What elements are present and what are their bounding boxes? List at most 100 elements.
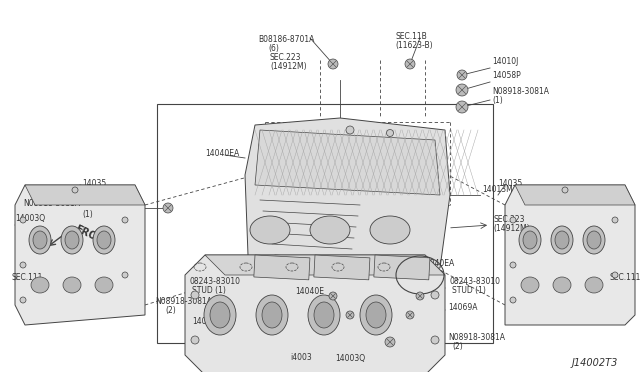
Polygon shape xyxy=(255,130,440,195)
Ellipse shape xyxy=(314,302,334,328)
Circle shape xyxy=(20,217,26,223)
Polygon shape xyxy=(185,255,445,372)
Circle shape xyxy=(20,297,26,303)
Text: 08243-83010: 08243-83010 xyxy=(190,278,241,286)
Ellipse shape xyxy=(93,226,115,254)
Text: (14912M): (14912M) xyxy=(270,62,307,71)
Bar xyxy=(374,255,430,280)
Circle shape xyxy=(329,292,337,300)
Ellipse shape xyxy=(250,216,290,244)
Circle shape xyxy=(510,297,516,303)
Text: (1): (1) xyxy=(83,209,93,218)
Circle shape xyxy=(346,311,354,319)
Ellipse shape xyxy=(360,295,392,335)
Ellipse shape xyxy=(29,226,51,254)
Text: 14035: 14035 xyxy=(498,179,522,187)
Text: 14040E: 14040E xyxy=(295,288,324,296)
Circle shape xyxy=(20,262,26,268)
Text: N08918-3081A: N08918-3081A xyxy=(492,87,549,96)
Ellipse shape xyxy=(204,295,236,335)
Ellipse shape xyxy=(95,277,113,293)
Text: 14035: 14035 xyxy=(82,179,106,187)
Text: 14003Q: 14003Q xyxy=(335,353,365,362)
Circle shape xyxy=(612,217,618,223)
Text: STUD (1): STUD (1) xyxy=(192,286,226,295)
Ellipse shape xyxy=(551,226,573,254)
Ellipse shape xyxy=(61,226,83,254)
Text: (11623-B): (11623-B) xyxy=(395,41,433,50)
Text: 14013M: 14013M xyxy=(482,186,513,195)
Text: STUD (1): STUD (1) xyxy=(452,286,486,295)
Polygon shape xyxy=(515,185,635,205)
Ellipse shape xyxy=(366,302,386,328)
Text: 14069A: 14069A xyxy=(192,317,221,327)
Circle shape xyxy=(431,336,439,344)
Bar xyxy=(157,104,493,343)
Bar xyxy=(254,255,310,280)
Circle shape xyxy=(406,311,414,319)
Text: SEC.111: SEC.111 xyxy=(610,273,640,282)
Text: 08243-83010: 08243-83010 xyxy=(450,278,501,286)
Ellipse shape xyxy=(555,231,569,249)
Text: 14003Q: 14003Q xyxy=(15,214,45,222)
Text: 14040EA: 14040EA xyxy=(420,260,454,269)
Circle shape xyxy=(510,262,516,268)
Circle shape xyxy=(612,272,618,278)
Circle shape xyxy=(328,59,338,69)
Circle shape xyxy=(122,272,128,278)
Circle shape xyxy=(122,217,128,223)
Circle shape xyxy=(416,292,424,300)
Circle shape xyxy=(191,336,199,344)
Polygon shape xyxy=(25,185,145,205)
Text: (1): (1) xyxy=(492,96,503,106)
Polygon shape xyxy=(205,255,445,275)
Ellipse shape xyxy=(210,302,230,328)
Text: FRONT: FRONT xyxy=(73,224,111,249)
Ellipse shape xyxy=(308,295,340,335)
Ellipse shape xyxy=(583,226,605,254)
Text: 14058P: 14058P xyxy=(492,71,521,80)
Circle shape xyxy=(346,126,354,134)
Text: i4003: i4003 xyxy=(290,353,312,362)
Polygon shape xyxy=(505,185,635,325)
Circle shape xyxy=(510,217,516,223)
Ellipse shape xyxy=(519,226,541,254)
Text: (2): (2) xyxy=(165,307,176,315)
Ellipse shape xyxy=(262,302,282,328)
Text: N08918-3081A: N08918-3081A xyxy=(155,298,212,307)
Text: SEC.111: SEC.111 xyxy=(12,273,44,282)
Circle shape xyxy=(72,187,78,193)
Text: B08186-8701A: B08186-8701A xyxy=(258,35,314,44)
Circle shape xyxy=(457,70,467,80)
Ellipse shape xyxy=(553,277,571,293)
Ellipse shape xyxy=(370,216,410,244)
Text: 14069A: 14069A xyxy=(448,304,477,312)
Ellipse shape xyxy=(65,231,79,249)
Text: (14912M): (14912M) xyxy=(493,224,530,234)
Ellipse shape xyxy=(587,231,601,249)
Ellipse shape xyxy=(523,231,537,249)
Text: SEC.223: SEC.223 xyxy=(493,215,525,224)
Circle shape xyxy=(456,101,468,113)
Circle shape xyxy=(191,291,199,299)
Ellipse shape xyxy=(33,231,47,249)
Ellipse shape xyxy=(31,277,49,293)
Text: (2): (2) xyxy=(452,343,463,352)
Circle shape xyxy=(163,203,173,213)
Circle shape xyxy=(562,187,568,193)
Polygon shape xyxy=(245,118,450,278)
Ellipse shape xyxy=(256,295,288,335)
Circle shape xyxy=(431,291,439,299)
Text: 14010J: 14010J xyxy=(492,58,518,67)
Circle shape xyxy=(405,59,415,69)
Text: 14040EA: 14040EA xyxy=(205,148,239,157)
Text: (6): (6) xyxy=(268,44,279,53)
Polygon shape xyxy=(15,185,145,325)
Ellipse shape xyxy=(310,216,350,244)
Circle shape xyxy=(456,84,468,96)
Text: N08918-3081A: N08918-3081A xyxy=(448,334,505,343)
Circle shape xyxy=(385,337,395,347)
Ellipse shape xyxy=(97,231,111,249)
Ellipse shape xyxy=(63,277,81,293)
Ellipse shape xyxy=(521,277,539,293)
